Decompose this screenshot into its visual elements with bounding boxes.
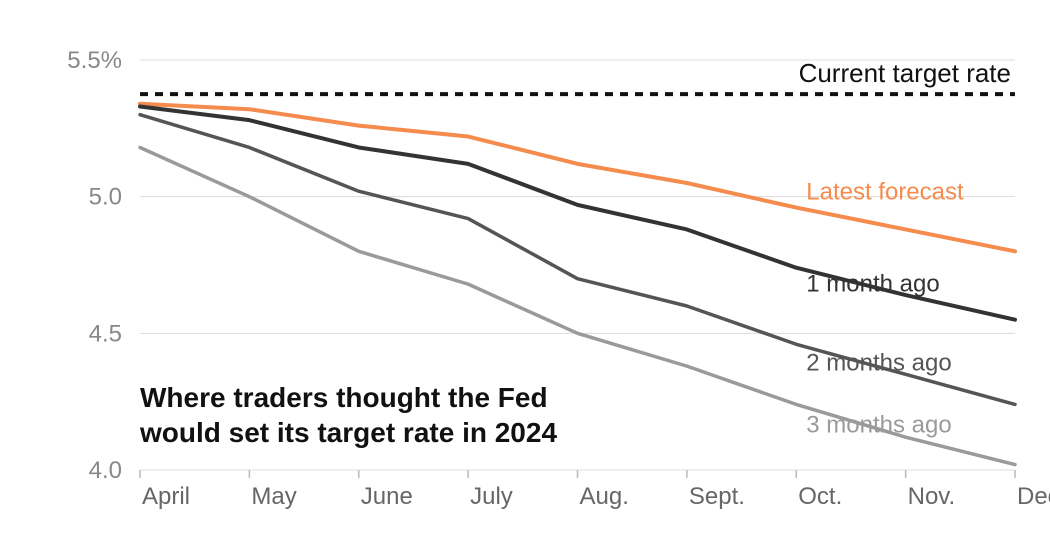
y-tick-label: 4.0 — [89, 457, 122, 484]
y-tick-label: 4.5 — [89, 320, 122, 347]
y-tick-label: 5.5% — [67, 47, 122, 74]
x-tick-label: Oct. — [798, 483, 842, 510]
annotation-line: would set its target rate in 2024 — [140, 415, 557, 450]
x-tick-label: Aug. — [580, 483, 629, 510]
x-tick-label: Dec. — [1017, 483, 1050, 510]
x-tick-label: June — [361, 483, 413, 510]
x-tick-label: Nov. — [908, 483, 956, 510]
x-tick-label: Sept. — [689, 483, 745, 510]
y-tick-label: 5.0 — [89, 184, 122, 211]
series-label-latest: Latest forecast — [806, 179, 964, 206]
fed-rate-chart: 4.0 4.5 5.0 5.5% April May June July Aug. Sept. Oc… — [0, 0, 1050, 550]
x-tick-label: May — [251, 483, 296, 510]
series-label-m2: 2 months ago — [806, 349, 951, 376]
current-target-rate-label: Current target rate — [799, 58, 1011, 88]
chart-svg: 4.0 4.5 5.0 5.5% April May June July Aug. Sept. Oc… — [0, 0, 1050, 550]
x-tick-label: April — [142, 483, 190, 510]
series-label-m1: 1 month ago — [806, 271, 939, 298]
chart-annotation: Where traders thought the Fedwould set i… — [140, 380, 557, 450]
series-label-m3: 3 months ago — [806, 411, 951, 438]
annotation-line: Where traders thought the Fed — [140, 380, 557, 415]
x-tick-label: July — [470, 483, 513, 510]
